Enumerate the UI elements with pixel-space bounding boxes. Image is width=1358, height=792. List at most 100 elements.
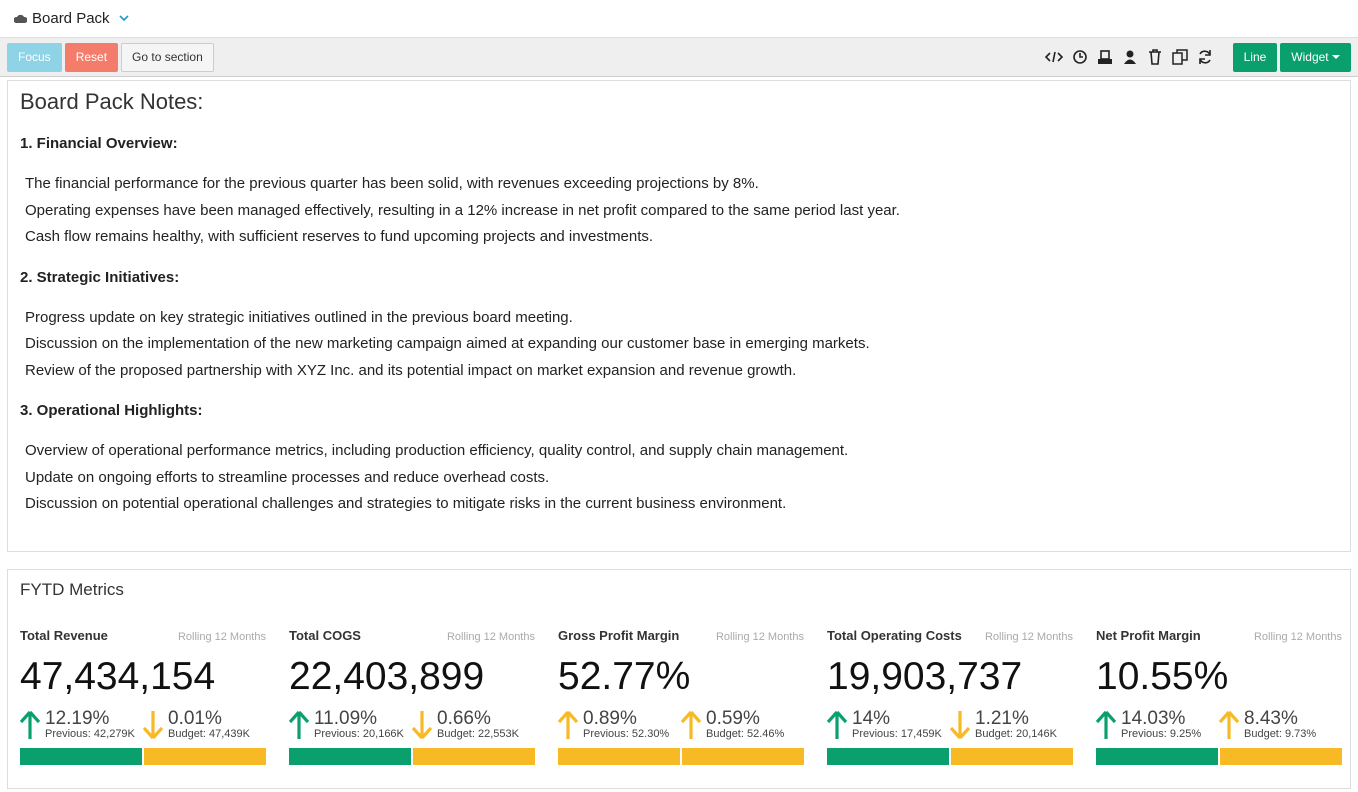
print-icon[interactable] [1097, 49, 1113, 65]
section-heading: 2. Strategic Initiatives: [20, 268, 180, 286]
change-bars [289, 748, 535, 765]
card-header: Gross Profit Margin Rolling 12 Months [558, 628, 804, 643]
metric-name: Gross Profit Margin [558, 628, 680, 643]
metric-card: Total Revenue Rolling 12 Months 47,434,154… [20, 628, 266, 765]
change: 0.66% Budget: 22,553K [412, 709, 535, 740]
change-note: Previous: 9.25% [1121, 728, 1202, 740]
change-bars [558, 748, 804, 765]
metric-value: 52.77% [558, 655, 691, 698]
change-text: 1.21% Budget: 20,146K [975, 709, 1057, 740]
code-icon[interactable] [1044, 49, 1063, 65]
change-pct: 0.59% [706, 708, 760, 729]
card-header: Total COGS Rolling 12 Months [289, 628, 535, 643]
caret [1332, 55, 1340, 59]
delete-icon[interactable] [1147, 49, 1163, 65]
change-note: Previous: 52.30% [583, 728, 670, 740]
change-note: Budget: 9.73% [1244, 728, 1317, 740]
change: 14% Previous: 17,459K [827, 709, 950, 740]
notes-title: Board Pack Notes: [20, 89, 204, 114]
change-note: Budget: 47,439K [168, 728, 250, 740]
toolbar: Focus Reset Go to section Line Widget [0, 38, 1358, 77]
metric-period: Rolling 12 Months [715, 631, 804, 643]
change-bar [827, 748, 949, 765]
note-line: Discussion on potential operational chal… [25, 495, 787, 512]
change-bar [1096, 748, 1218, 765]
change-bar [413, 748, 535, 765]
focus-button[interactable]: Focus [7, 42, 62, 72]
change-row: 14% Previous: 17,459K 1.21% Budget: 20,146K [827, 709, 1073, 740]
change-bars [20, 748, 266, 765]
change-row: 14.03% Previous: 9.25% 8.43% Budget: 9.73% [1096, 709, 1342, 740]
change-note: Previous: 20,166K [314, 728, 404, 740]
change-note: Previous: 42,279K [45, 728, 135, 740]
change-bars [827, 748, 1073, 765]
arrow-up [289, 710, 309, 739]
arrow-up [1219, 710, 1239, 739]
metrics-panel: FYTD Metrics Total Revenue Rolling 12 Mon… [7, 569, 1351, 789]
change-row: 11.09% Previous: 20,166K 0.66% Budget: 22,5… [289, 709, 535, 740]
change-bar [1220, 748, 1342, 765]
notes-sections: 1. Financial Overview: The financial perf… [20, 135, 1338, 518]
change-pct: 14.03% [1121, 708, 1186, 729]
change-pct: 8.43% [1244, 708, 1298, 729]
change-text: 0.59% Budget: 52.46% [706, 709, 784, 740]
change: 12.19% Previous: 42,279K [20, 709, 143, 740]
change-pct: 12.19% [45, 708, 110, 729]
arrow-down [412, 710, 432, 739]
change: 11.09% Previous: 20,166K [289, 709, 412, 740]
change-row: 12.19% Previous: 42,279K 0.01% Budget: 47,4… [20, 709, 266, 740]
change-text: 0.01% Budget: 47,439K [168, 709, 250, 740]
card-header: Net Profit Margin Rolling 12 Months [1096, 628, 1342, 643]
arrow-up [20, 710, 40, 739]
note-line: Cash flow remains healthy, with sufficie… [25, 228, 654, 245]
change-note: Budget: 20,146K [975, 728, 1057, 740]
reset-button[interactable]: Reset [64, 42, 119, 72]
metric-name: Total Revenue [20, 628, 108, 643]
change-text: 14.03% Previous: 9.25% [1121, 709, 1201, 740]
note-line: Review of the proposed partnership with … [25, 361, 797, 379]
user-icon[interactable] [1122, 49, 1138, 65]
widget-button[interactable]: Widget [1280, 42, 1351, 72]
note-line: Discussion on the implementation of the … [25, 335, 870, 352]
change-text: 14% Previous: 17,459K [852, 709, 942, 740]
change-note: Previous: 17,459K [852, 728, 942, 740]
dropdown-caret[interactable] [110, 13, 134, 25]
metric-name: Total COGS [289, 628, 361, 643]
change-bar [558, 748, 680, 765]
arrow-down [143, 710, 163, 739]
change-text: 12.19% Previous: 42,279K [45, 709, 135, 740]
cloud-icon [14, 14, 27, 23]
line-button[interactable]: Line [1232, 42, 1278, 72]
change-note: Budget: 22,553K [437, 728, 519, 740]
arrow-down [950, 710, 970, 739]
widget-label[interactable]: Widget [1291, 50, 1329, 64]
change-text: 0.66% Budget: 22,553K [437, 709, 519, 740]
change-pct: 1.21% [975, 708, 1029, 729]
page-title[interactable]: Board Pack [32, 10, 110, 27]
copy-icon[interactable] [1171, 49, 1188, 65]
refresh-icon[interactable] [1197, 49, 1213, 65]
change-bar [289, 748, 411, 765]
change-bar [144, 748, 266, 765]
section-button[interactable]: Go to section [121, 42, 214, 72]
note-line: Update on ongoing efforts to streamline … [25, 468, 550, 486]
change: 1.21% Budget: 20,146K [950, 709, 1073, 740]
metric-value: 19,903,737 [827, 655, 1023, 698]
arrow-up [558, 710, 578, 739]
change: 0.01% Budget: 47,439K [143, 709, 266, 740]
metric-period: Rolling 12 Months [446, 631, 535, 643]
change-text: 8.43% Budget: 9.73% [1244, 709, 1316, 740]
change-bar [951, 748, 1073, 765]
change-bar [20, 748, 142, 765]
metric-period: Rolling 12 Months [177, 631, 266, 643]
metric-card: Net Profit Margin Rolling 12 Months 10.55%… [1096, 628, 1342, 765]
history-icon[interactable] [1072, 49, 1088, 65]
card-header: Total Operating Costs Rolling 12 Months [827, 628, 1073, 643]
change-text: 0.89% Previous: 52.30% [583, 709, 669, 740]
metric-name: Total Operating Costs [827, 628, 962, 643]
header: Board Pack [0, 0, 1358, 38]
change-row: 0.89% Previous: 52.30% 0.59% Budget: 52.46% [558, 709, 804, 740]
card-header: Total Revenue Rolling 12 Months [20, 628, 266, 643]
change-bar [682, 748, 804, 765]
